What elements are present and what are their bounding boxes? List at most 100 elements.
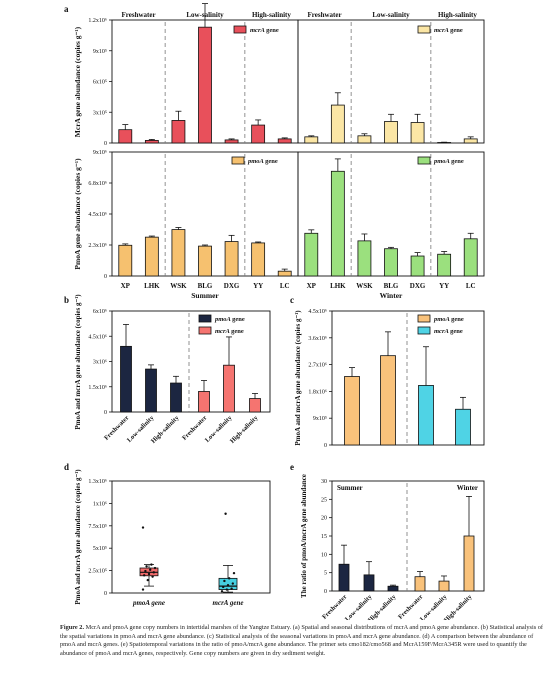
a-mcra-summer-bar xyxy=(198,26,212,144)
d-point xyxy=(143,574,146,577)
d-ytick-label: 1x10⁶ xyxy=(93,501,107,507)
a-mcra-ytick-label: 9x10⁵ xyxy=(93,49,107,55)
d-point xyxy=(153,566,157,570)
d-xtick-label: pmoA gene xyxy=(132,599,165,607)
e-ytick-label: 10 xyxy=(321,552,327,558)
d-point xyxy=(230,587,233,590)
panel-label-b: b xyxy=(64,295,69,305)
d-ytick-label: 0 xyxy=(104,591,107,597)
e-ylabel: The ratio of pmoA/mcrA gene abundance xyxy=(300,474,308,598)
a-pmoa-ytick-label: 4.5x10⁶ xyxy=(88,212,107,218)
c-ytick-label: 2.7x10⁶ xyxy=(308,363,327,369)
e-bar xyxy=(438,580,450,592)
e-frame xyxy=(331,480,485,592)
b-ytick-label: 6x10⁶ xyxy=(93,309,107,315)
e-ytick-label: 25 xyxy=(321,497,327,503)
a-mcra-winter-bar xyxy=(330,104,345,144)
a-summer-xtick-label: BLG xyxy=(198,282,213,290)
d-ytick-label: 7.5x10⁵ xyxy=(88,524,107,530)
a-mcra-ytick-label: 1.2x10⁶ xyxy=(88,18,107,24)
a-summer-group-label: Low-salinity xyxy=(186,11,224,19)
a-summer-group-label: Freshwater xyxy=(122,11,156,19)
e-group-label: Summer xyxy=(337,484,363,492)
a-mcra-ytick-label: 3x10⁵ xyxy=(93,110,107,116)
d-ylabel: PmoA and mcrA gene abundance (copies g⁻¹… xyxy=(74,469,82,605)
a-mcra-winter-bar xyxy=(384,121,398,144)
c-legend-pmoa-swatch xyxy=(417,314,431,323)
d-point xyxy=(232,571,236,575)
a-pmoa-summer-bar xyxy=(118,244,133,277)
d-ytick-label: 2.5x10⁵ xyxy=(88,569,107,575)
b-bar xyxy=(223,364,235,413)
caption-text: McrA and pmoA gene copy numbers in inter… xyxy=(60,624,544,657)
a-legend-mcra-summer-label: mcrA gene xyxy=(250,27,279,34)
a-mcra-summer-bar xyxy=(277,138,292,144)
a-winter-xtick-label: LHK xyxy=(330,282,346,290)
c-bar xyxy=(344,376,360,446)
d-point xyxy=(150,563,153,566)
a-summer-xlabel: Summer xyxy=(191,291,219,300)
d-point xyxy=(224,512,227,515)
d-point xyxy=(147,572,151,576)
panel-label-d: d xyxy=(64,462,69,472)
a-winter-group-label: Low-salinity xyxy=(372,11,410,19)
a-pmoa-summer-bar xyxy=(224,241,239,277)
d-point xyxy=(223,579,226,583)
d-point xyxy=(152,571,155,574)
b-ytick-label: 0 xyxy=(104,410,107,416)
a-legend-pmoa-winter-label: pmoA gene xyxy=(433,158,464,165)
c-legend-pmoa-label: pmoA gene xyxy=(433,316,464,323)
a-pmoa-ytick-label: 0 xyxy=(104,274,107,280)
d-point xyxy=(145,565,148,568)
e-ytick-label: 20 xyxy=(321,516,327,522)
a-mcra-winter-bar xyxy=(463,138,478,144)
b-bar xyxy=(249,398,261,413)
a-pmoa-summer-bar xyxy=(171,229,186,277)
c-legend-mcra-label: mcrA gene xyxy=(434,328,463,335)
a-mcra-summer-bar xyxy=(171,120,186,144)
a-summer-xtick-label: YY xyxy=(253,282,263,290)
a-pmoa-summer-bar xyxy=(144,236,159,277)
caption-label: Figure 2. xyxy=(60,624,85,631)
b-ytick-label: 3x10⁶ xyxy=(93,360,107,366)
a-pmoa-ytick-label: 6.8x10⁶ xyxy=(88,181,107,187)
c-legend-mcra-swatch xyxy=(417,326,431,335)
d-point xyxy=(225,588,228,591)
a-mcra-summer-bar xyxy=(224,139,239,144)
a-summer-xtick-label: DXG xyxy=(224,282,240,290)
d-point xyxy=(151,575,154,578)
a-winter-xtick-label: LC xyxy=(466,282,476,290)
e-xtick-label: Low-salinity xyxy=(419,593,449,620)
e-bar xyxy=(338,563,350,592)
e-ytick-label: 5 xyxy=(324,571,327,577)
a-summer-group-label: High-salinity xyxy=(252,11,291,19)
d-point xyxy=(141,526,145,529)
c-frame xyxy=(331,310,485,446)
a-mcra-winter-bar xyxy=(357,135,372,144)
d-point xyxy=(226,584,230,587)
d-frame xyxy=(111,480,271,594)
c-bar xyxy=(455,408,471,446)
d-point xyxy=(149,568,152,571)
a-mcra-ylabel: McrA gene abundance (copies g⁻¹) xyxy=(73,26,82,137)
c-ytick-label: 1.8x10⁶ xyxy=(308,389,327,395)
c-bar xyxy=(380,355,396,446)
e-xtick-label: High-salinity xyxy=(443,593,474,620)
d-xtick-label: mcrA gene xyxy=(213,599,244,607)
e-bar xyxy=(414,576,426,592)
a-legend-pmoa-summer-swatch xyxy=(231,156,245,165)
a-mcra-winter-bar xyxy=(304,136,319,144)
b-legend-pmoa-label: pmoA gene xyxy=(214,316,245,323)
a-winter-group-label: Freshwater xyxy=(308,11,342,19)
d-point xyxy=(220,590,224,593)
b-ytick-label: 1.5x10⁶ xyxy=(88,385,107,391)
b-xtick-label: High-salinity xyxy=(229,414,260,445)
d-point xyxy=(222,585,225,589)
a-pmoa-summer-bar xyxy=(277,270,292,277)
e-bar xyxy=(387,585,399,592)
b-bar xyxy=(145,368,157,413)
c-ytick-label: 3.6x10⁶ xyxy=(308,336,327,342)
a-pmoa-winter-bar xyxy=(463,238,478,277)
a-pmoa-ytick-label: 2.3x10⁶ xyxy=(88,243,107,249)
d-point xyxy=(146,578,149,582)
